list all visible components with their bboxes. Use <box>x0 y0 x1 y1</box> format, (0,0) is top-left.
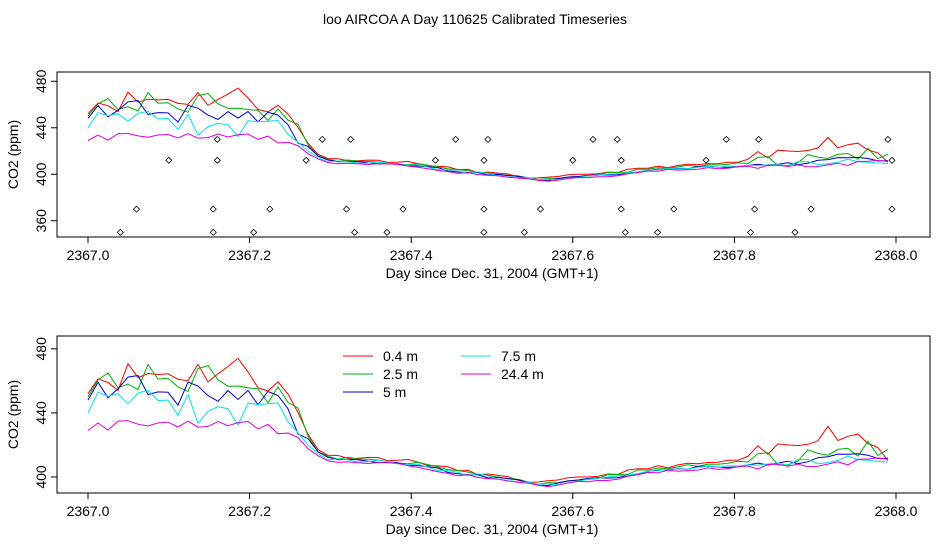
data-marker <box>250 228 258 236</box>
data-marker <box>213 156 221 164</box>
data-marker <box>884 135 892 143</box>
legend-label: 0.4 m <box>383 348 418 364</box>
plot-frame-1 <box>56 71 931 238</box>
y-tick-label: 400 <box>33 465 49 489</box>
series-line-24-4-m <box>87 132 888 182</box>
y-tick-label: 400 <box>33 162 49 186</box>
data-marker <box>399 205 407 213</box>
series-line-5-m <box>87 374 888 487</box>
x-tick-label: 2367.8 <box>713 247 756 263</box>
page-title: loo AIRCOA A Day 110625 Calibrated Times… <box>322 11 627 27</box>
legend-label: 5 m <box>383 384 406 400</box>
data-marker <box>536 205 545 213</box>
legend-label: 7.5 m <box>501 348 536 364</box>
data-marker <box>318 135 326 143</box>
data-marker <box>670 205 678 213</box>
series-line-7-5-m <box>87 389 888 486</box>
data-marker <box>617 156 625 164</box>
data-marker <box>722 135 730 143</box>
data-marker <box>807 205 815 213</box>
legend-label: 2.5 m <box>383 366 418 382</box>
x-tick-label: 2367.2 <box>228 503 271 519</box>
data-marker <box>888 205 896 213</box>
x-tick-label: 2367.4 <box>390 503 433 519</box>
data-marker <box>613 135 621 143</box>
series-line-2-5-m <box>87 363 889 485</box>
data-marker <box>702 156 710 164</box>
data-marker <box>302 156 310 164</box>
data-marker <box>480 205 488 213</box>
x-tick-label: 2367.4 <box>390 247 433 263</box>
legend-label: 24.4 m <box>501 366 544 382</box>
data-marker <box>480 156 488 164</box>
data-marker <box>791 228 799 236</box>
x-tick-label: 2368.0 <box>875 247 918 263</box>
data-marker <box>209 205 217 213</box>
y-tick-label: 480 <box>33 69 49 93</box>
data-marker <box>621 228 629 236</box>
data-marker <box>484 135 492 143</box>
series-line-7-5-m <box>87 110 888 181</box>
data-marker <box>132 205 141 213</box>
data-marker <box>746 228 755 236</box>
data-marker <box>165 156 173 164</box>
x-tick-label: 2367.6 <box>551 247 594 263</box>
x-axis-label: Day since Dec. 31, 2004 (GMT+1) <box>386 265 599 281</box>
y-tick-label: 440 <box>33 401 49 425</box>
data-marker <box>480 228 488 236</box>
data-marker <box>589 135 597 143</box>
series-line-0-4-m <box>87 357 889 483</box>
x-tick-label: 2367.0 <box>67 247 110 263</box>
data-marker <box>888 156 896 164</box>
y-axis-label: CO2 (ppm) <box>5 120 21 189</box>
data-marker <box>569 156 577 164</box>
x-tick-label: 2367.0 <box>67 503 110 519</box>
data-marker <box>209 228 217 236</box>
y-tick-label: 360 <box>33 209 49 233</box>
data-marker <box>342 205 351 213</box>
data-marker <box>654 228 662 236</box>
x-tick-label: 2367.6 <box>551 503 594 519</box>
data-marker <box>213 135 221 143</box>
data-marker <box>266 205 274 213</box>
x-axis-label: Day since Dec. 31, 2004 (GMT+1) <box>386 521 599 537</box>
data-marker <box>520 228 528 236</box>
series-line-24-4-m <box>87 420 888 488</box>
x-tick-label: 2367.2 <box>228 247 271 263</box>
series-line-0-4-m <box>87 87 889 179</box>
data-marker <box>347 135 355 143</box>
data-marker <box>755 135 763 143</box>
data-marker <box>617 205 625 213</box>
data-marker <box>383 228 391 236</box>
y-axis-label: CO2 (ppm) <box>5 380 21 449</box>
data-marker <box>452 135 460 143</box>
data-marker <box>751 205 759 213</box>
data-marker <box>351 228 359 236</box>
plot-frame-2 <box>56 335 931 494</box>
y-tick-label: 480 <box>33 337 49 361</box>
data-marker <box>116 228 124 236</box>
x-tick-label: 2368.0 <box>875 503 918 519</box>
series-line-5-m <box>87 100 888 181</box>
data-marker <box>431 156 440 164</box>
y-tick-label: 440 <box>33 116 49 140</box>
x-tick-label: 2367.8 <box>713 503 756 519</box>
